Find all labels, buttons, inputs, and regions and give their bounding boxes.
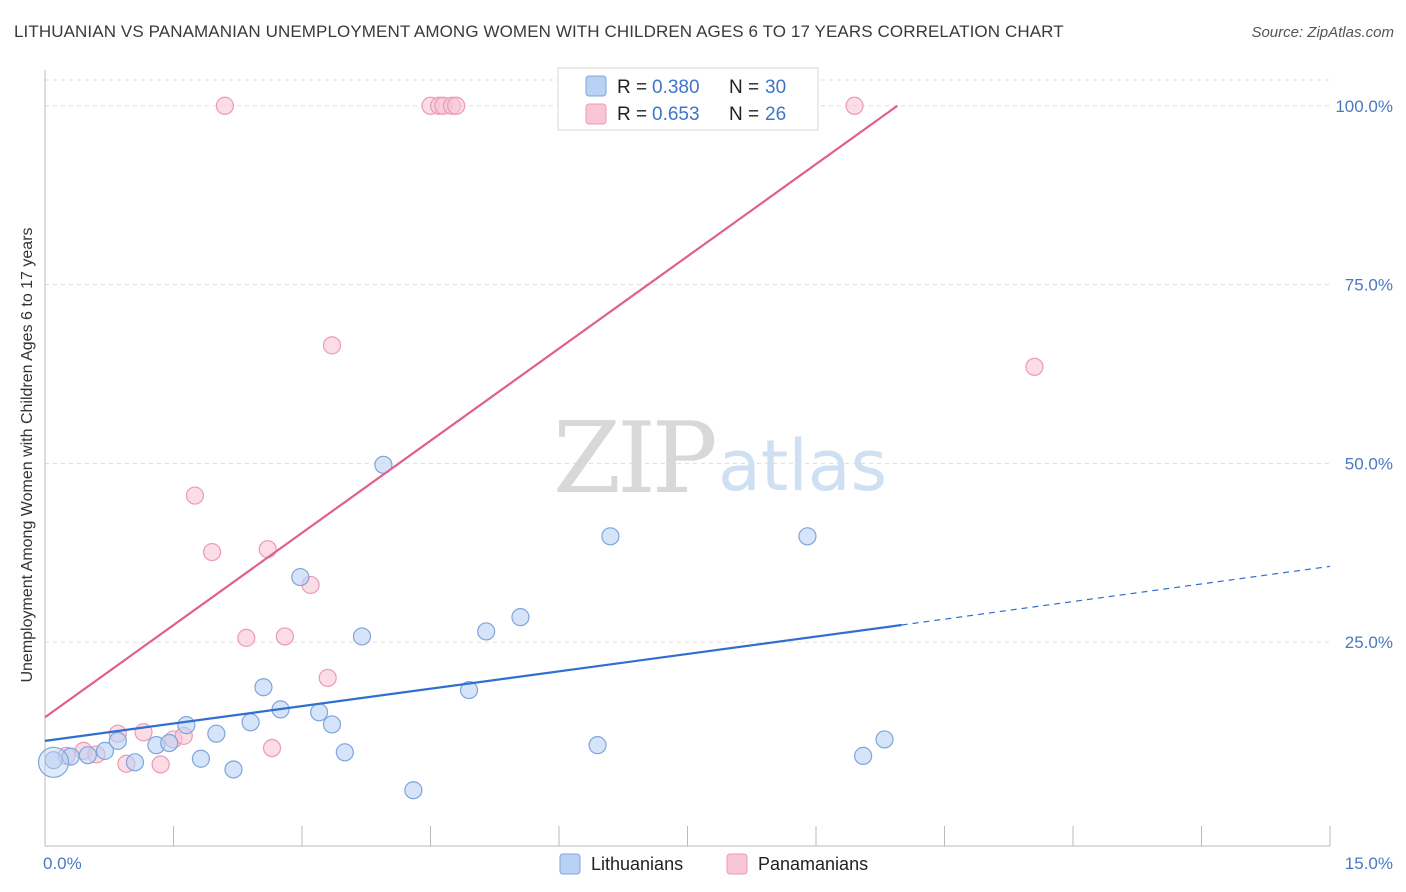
point-lithuanian	[125, 753, 145, 772]
point-lithuanian	[310, 703, 329, 722]
point-lithuanian	[875, 730, 894, 749]
trend-line-lithuanians-extension	[901, 565, 1331, 626]
y-tick-label: 100.0%	[1335, 97, 1393, 116]
legend-box: R = 0.380 N = 30 R = 0.653 N = 26	[557, 67, 819, 131]
point-lithuanian	[78, 746, 97, 765]
trend-lines	[44, 104, 1331, 742]
point-lithuanian	[160, 733, 179, 753]
point-lithuanian	[191, 749, 211, 768]
bottom-legend-swatch-lithuanians	[559, 853, 581, 875]
y-tick-label: 75.0%	[1345, 276, 1393, 295]
bottom-legend: Lithuanians Panamanians	[559, 853, 868, 875]
point-panamanian	[845, 96, 864, 115]
y-axis-label: Unemployment Among Women with Children A…	[19, 227, 36, 682]
point-panamanian	[258, 540, 277, 559]
point-lithuanian	[95, 741, 115, 760]
point-panamanian	[322, 336, 342, 355]
point-lithuanian	[511, 608, 530, 627]
legend-r-value-2: 0.653	[652, 104, 700, 125]
point-lithuanian	[335, 743, 354, 762]
watermark-atlas: atlas	[718, 425, 887, 507]
source-label: Source: ZipAtlas.com	[1251, 24, 1394, 41]
point-lithuanian	[224, 760, 243, 779]
point-panamanian	[1025, 357, 1044, 376]
point-lithuanian	[241, 713, 260, 732]
point-lithuanian	[588, 736, 607, 755]
legend-n-label-2: N =	[729, 104, 759, 125]
point-panamanian	[185, 486, 205, 505]
data-points	[37, 96, 1044, 800]
legend-r-value-1: 0.380	[652, 77, 700, 98]
y-tick-label: 25.0%	[1345, 633, 1393, 652]
legend-swatch-panamanians	[585, 103, 607, 125]
watermark: ZIP atlas	[553, 402, 887, 516]
point-panamanian	[237, 628, 256, 647]
point-lithuanian	[459, 680, 479, 700]
point-lithuanian	[404, 781, 423, 800]
point-panamanian	[202, 542, 222, 562]
point-panamanian	[318, 668, 337, 688]
legend-n-label-1: N =	[729, 77, 759, 98]
point-lithuanian	[854, 746, 873, 765]
trend-line-panamanians	[44, 104, 899, 719]
point-lithuanian	[798, 527, 817, 546]
point-lithuanian	[477, 622, 496, 641]
point-lithuanian-cluster	[37, 746, 70, 778]
point-lithuanian	[322, 715, 342, 734]
point-panamanian	[215, 96, 234, 115]
legend-n-value-2: 26	[765, 104, 786, 125]
legend-r-label-2: R =	[617, 104, 647, 125]
bottom-legend-swatch-panamanians	[726, 853, 748, 875]
point-panamanian	[151, 755, 170, 774]
point-lithuanian	[352, 627, 372, 646]
tick-labels: 25.0% 50.0% 75.0% 100.0% 0.0% 15.0%	[43, 97, 1393, 873]
point-panamanian	[275, 627, 294, 646]
point-panamanian	[262, 738, 282, 758]
point-lithuanian	[44, 751, 63, 770]
point-lithuanian	[108, 731, 127, 750]
legend-swatch-lithuanians	[585, 75, 607, 97]
point-panamanian	[447, 96, 466, 115]
x-tick-label-min: 0.0%	[43, 854, 82, 873]
trend-line-lithuanians	[44, 623, 902, 742]
x-tick-label-max: 15.0%	[1345, 854, 1393, 873]
point-lithuanian	[254, 678, 273, 697]
point-lithuanian	[177, 716, 196, 735]
point-lithuanian	[207, 724, 226, 743]
bottom-legend-panamanians: Panamanians	[758, 854, 868, 874]
chart-title: LITHUANIAN VS PANAMANIAN UNEMPLOYMENT AM…	[14, 22, 1064, 41]
legend-r-label-1: R =	[617, 77, 647, 98]
point-lithuanian	[601, 527, 620, 546]
point-lithuanian	[291, 567, 310, 587]
grid-lines	[45, 79, 1330, 643]
watermark-zip: ZIP	[553, 402, 715, 516]
y-tick-label: 50.0%	[1345, 454, 1393, 473]
bottom-legend-lithuanians: Lithuanians	[591, 854, 683, 874]
legend-n-value-1: 30	[765, 77, 786, 98]
